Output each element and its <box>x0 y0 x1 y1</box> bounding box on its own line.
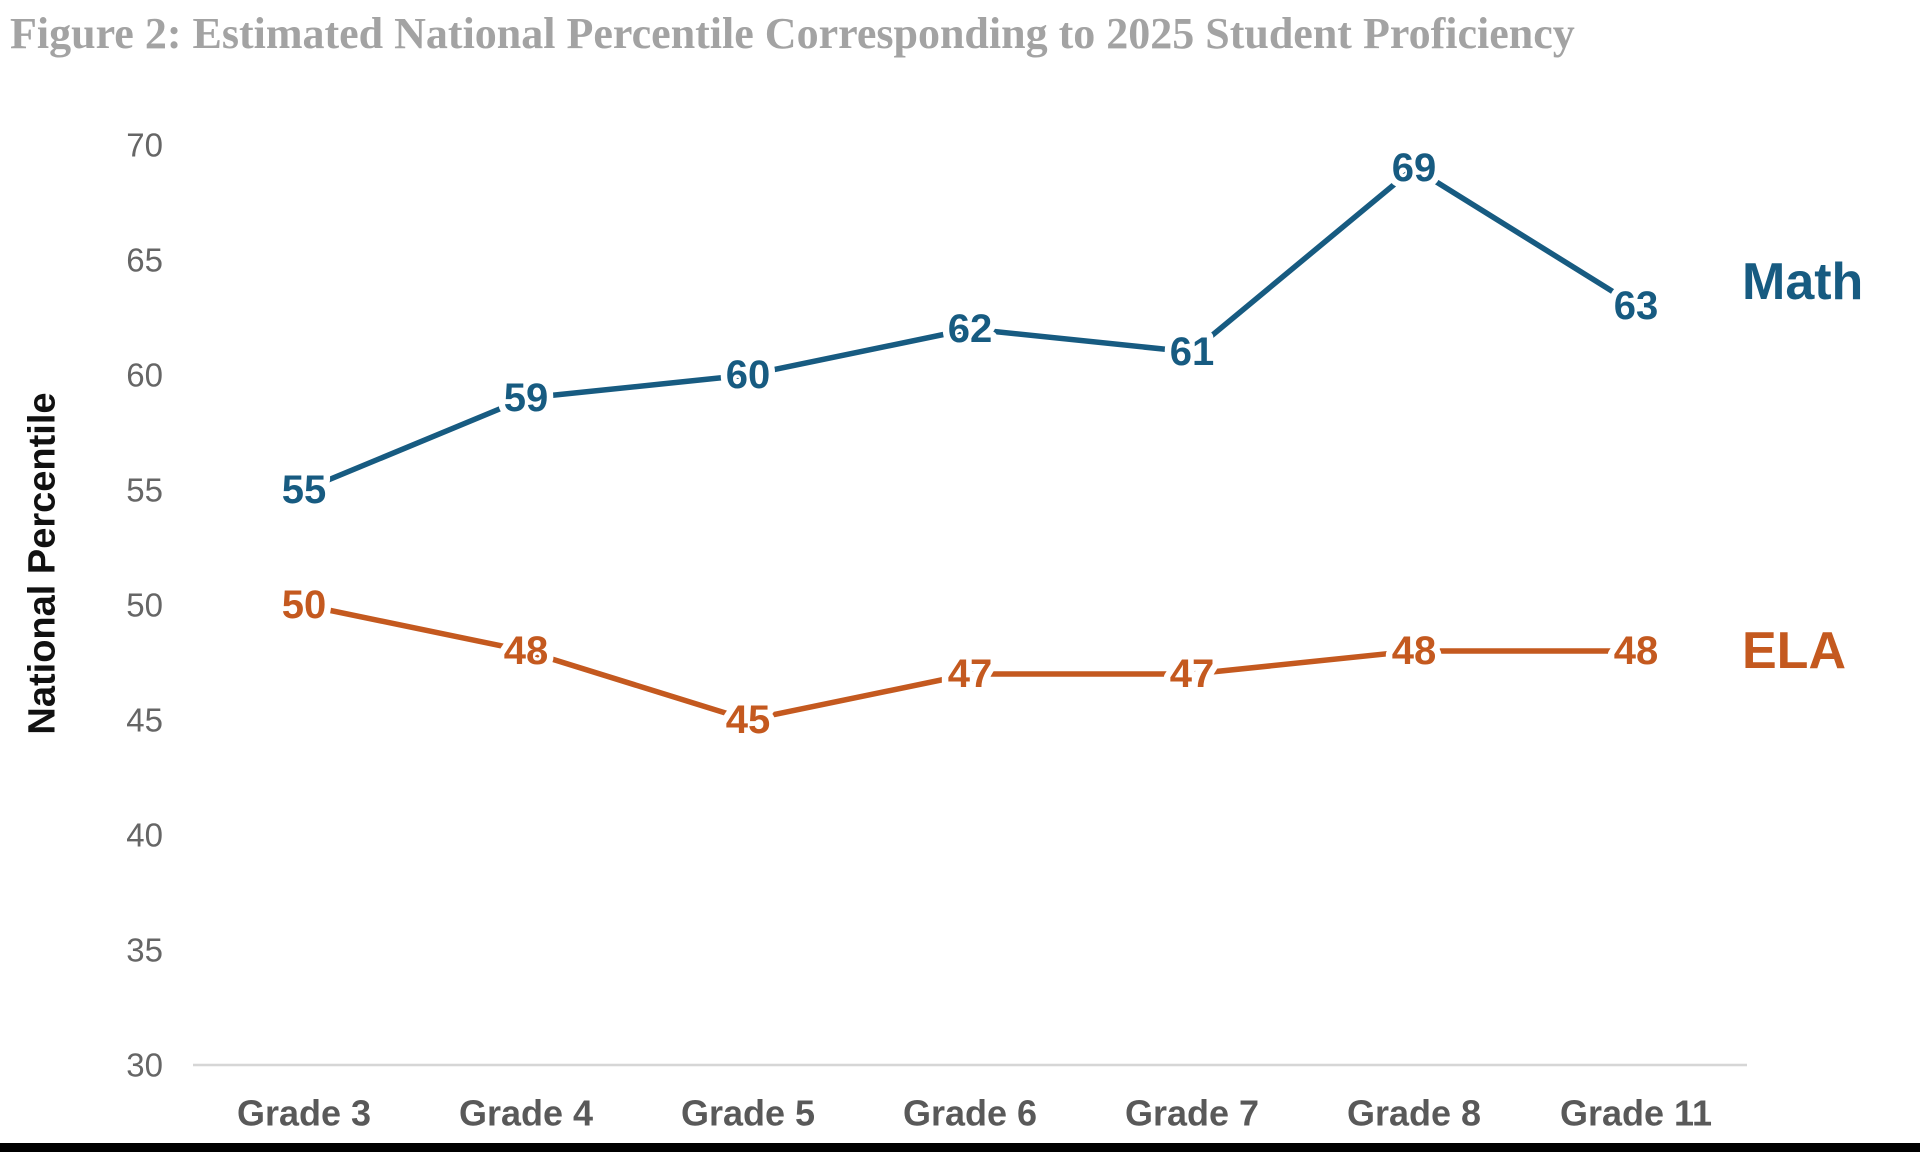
x-category-label: Grade 7 <box>1125 1093 1259 1134</box>
y-tick-label: 35 <box>126 932 163 969</box>
series-label-ela: ELA <box>1742 622 1846 680</box>
math-data-label: 61 <box>1170 330 1215 374</box>
math-data-label: 63 <box>1614 284 1659 328</box>
x-category-label: Grade 11 <box>1560 1093 1712 1134</box>
y-tick-label: 45 <box>126 702 163 739</box>
math-line <box>301 165 1639 493</box>
ela-data-label: 47 <box>1170 652 1215 696</box>
figure-title: Figure 2: Estimated National Percentile … <box>10 9 1575 58</box>
x-category-label: Grade 3 <box>237 1093 371 1134</box>
x-category-label: Grade 6 <box>903 1093 1037 1134</box>
math-data-label: 69 <box>1392 146 1437 190</box>
ela-line <box>301 602 1639 723</box>
y-tick-label: 50 <box>126 587 163 624</box>
math-data-label: 55 <box>282 468 327 512</box>
x-category-label: Grade 5 <box>681 1093 815 1134</box>
ela-data-label: 47 <box>948 652 993 696</box>
ela-data-label: 48 <box>504 629 549 673</box>
ela-data-label: 45 <box>726 698 771 742</box>
math-data-label: 60 <box>726 353 771 397</box>
y-tick-label: 40 <box>126 817 163 854</box>
y-tick-label: 55 <box>126 472 163 509</box>
bottom-border <box>0 1143 1920 1152</box>
y-tick-label: 30 <box>126 1047 163 1084</box>
y-tick-label: 65 <box>126 242 163 279</box>
y-tick-label: 60 <box>126 357 163 394</box>
math-data-label: 62 <box>948 307 993 351</box>
ela-data-label: 50 <box>282 583 327 627</box>
x-category-label: Grade 4 <box>459 1093 593 1134</box>
x-category-label: Grade 8 <box>1347 1093 1481 1134</box>
ela-data-label: 48 <box>1392 629 1437 673</box>
y-tick-label: 70 <box>126 127 163 164</box>
ela-data-label: 48 <box>1614 629 1659 673</box>
math-data-label: 59 <box>504 376 549 420</box>
series-label-math: Math <box>1742 253 1863 311</box>
